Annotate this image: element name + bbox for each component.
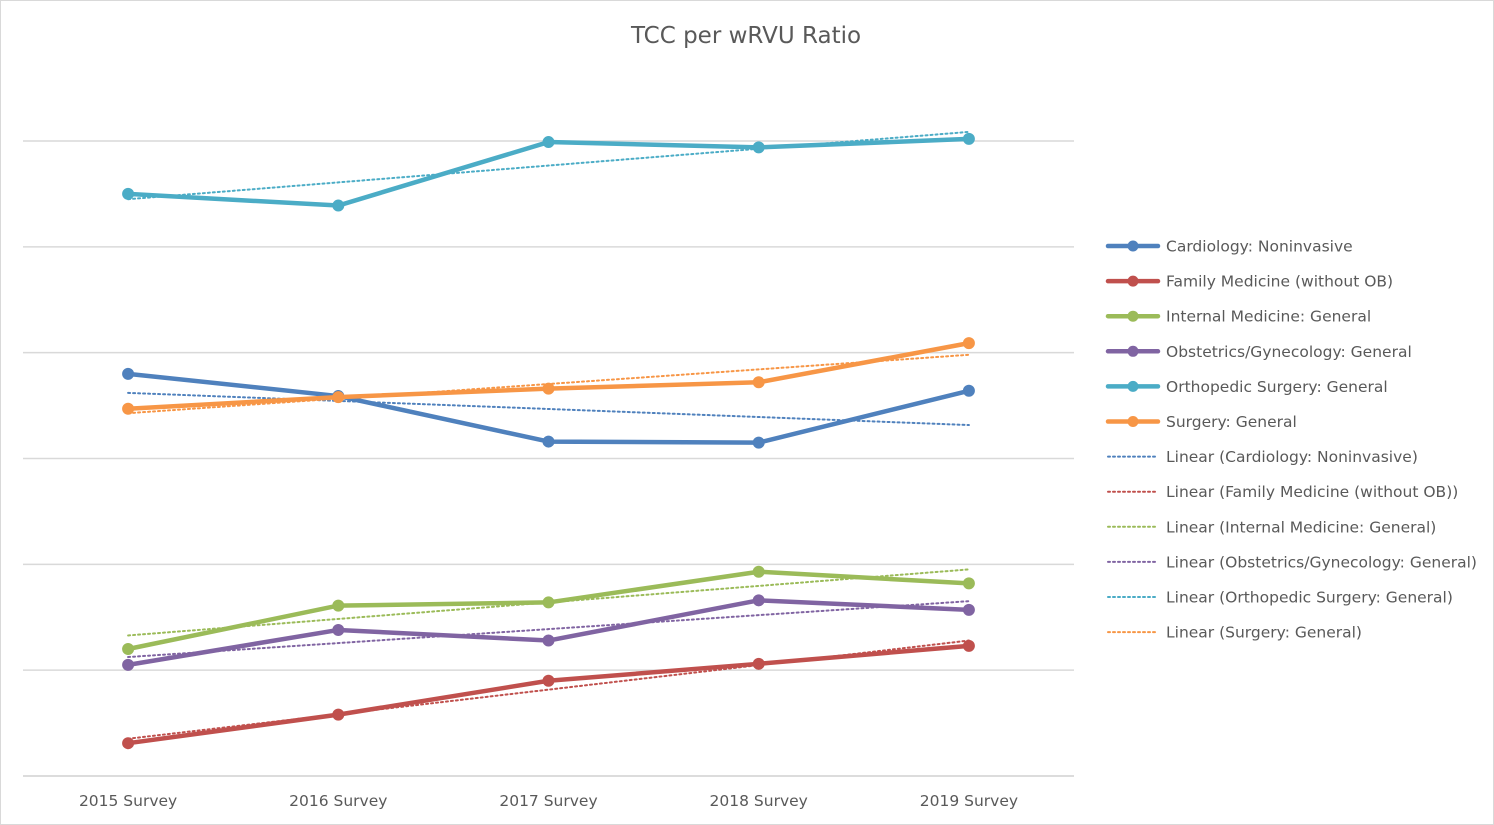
data-point — [752, 565, 765, 578]
x-tick-label: 2017 Survey — [499, 792, 597, 810]
data-point — [962, 132, 975, 145]
data-point — [122, 643, 135, 655]
legend-marker-1 — [1127, 275, 1139, 287]
data-point — [752, 141, 765, 154]
data-point — [962, 577, 975, 590]
data-point — [542, 136, 555, 149]
legend-label: Linear (Internal Medicine: General) — [1166, 518, 1436, 536]
data-point — [122, 367, 135, 380]
x-tick-label: 2016 Survey — [289, 792, 387, 810]
legend-label: Linear (Orthopedic Surgery: General) — [1166, 589, 1453, 607]
data-point — [122, 187, 135, 200]
x-tick-label: 2019 Survey — [920, 792, 1018, 810]
trendlines — [127, 130, 970, 740]
legend-marker-2 — [1127, 310, 1139, 322]
data-point — [752, 436, 765, 449]
data-point — [542, 674, 555, 687]
legend-label: Cardiology: Noninvasive — [1166, 238, 1353, 256]
data-point — [752, 594, 765, 607]
data-point — [122, 402, 135, 415]
legend-label: Obstetrics/Gynecology: General — [1166, 343, 1412, 361]
trendline-3 — [127, 600, 970, 659]
legend-label: Surgery: General — [1166, 413, 1297, 431]
data-point — [962, 384, 975, 397]
series-line-4 — [125, 136, 972, 208]
legend-marker-4 — [1127, 380, 1139, 392]
x-tick-label: 2018 Survey — [710, 792, 808, 810]
chart-title: TCC per wRVU Ratio — [630, 23, 861, 49]
data-point — [332, 391, 345, 404]
data-point — [332, 708, 345, 721]
data-point — [542, 382, 555, 395]
series-line-1 — [125, 643, 972, 746]
legend-label: Orthopedic Surgery: General — [1166, 378, 1388, 396]
legend-label: Linear (Surgery: General) — [1166, 624, 1362, 642]
data-point — [122, 737, 135, 750]
legend-label: Family Medicine (without OB) — [1166, 273, 1393, 291]
legend-marker-0 — [1127, 240, 1139, 252]
data-point — [962, 337, 975, 350]
legend-label: Linear (Cardiology: Noninvasive) — [1166, 448, 1418, 466]
data-point — [332, 599, 345, 612]
legend: Cardiology: Noninvasive Family Medicine (… — [1105, 238, 1477, 642]
data-point — [542, 435, 555, 448]
legend-label: Internal Medicine: General — [1166, 308, 1371, 326]
data-point — [332, 199, 345, 212]
data-point — [962, 639, 975, 652]
legend-marker-5 — [1127, 416, 1139, 427]
legend-label: Linear (Obstetrics/Gynecology: General) — [1166, 553, 1477, 571]
trendline-0 — [127, 391, 970, 427]
data-point — [542, 634, 555, 647]
x-tick-label: 2015 Survey — [79, 792, 177, 810]
data-point — [332, 623, 345, 636]
data-point — [752, 376, 765, 389]
x-axis-tick-labels: 2015 Survey 2016 Survey 2017 Survey 2018 Su… — [79, 792, 1018, 810]
data-point — [122, 658, 135, 671]
data-point — [962, 603, 975, 616]
data-point — [752, 657, 765, 670]
legend-marker-3 — [1127, 345, 1139, 357]
series-lines — [122, 132, 975, 750]
legend-label: Linear (Family Medicine (without OB)) — [1166, 483, 1458, 501]
data-point — [542, 596, 555, 609]
